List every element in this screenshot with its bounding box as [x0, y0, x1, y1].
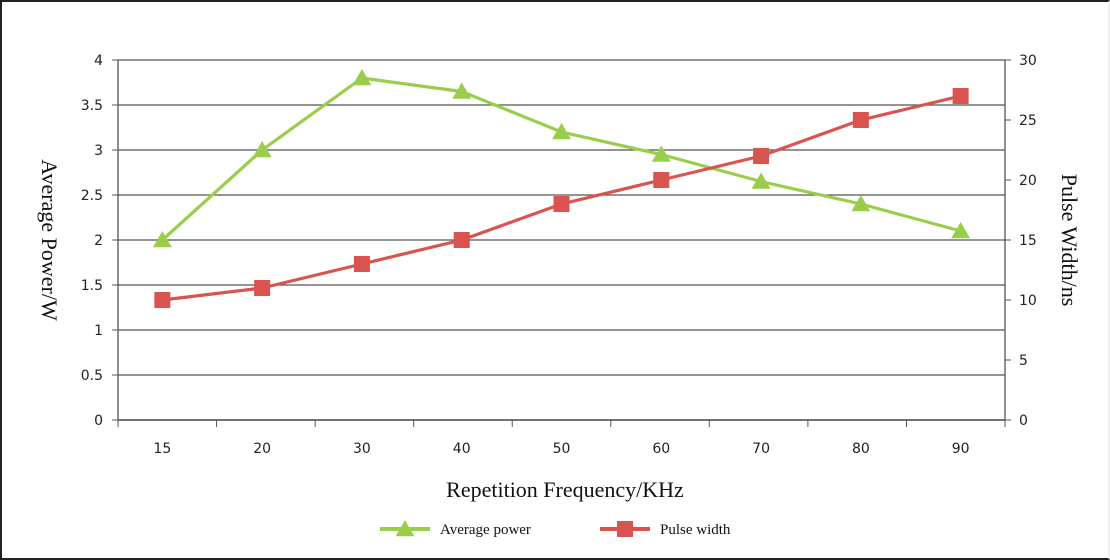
x-tick-label: 40 — [453, 441, 471, 457]
x-axis-title: Repetition Frequency/KHz — [446, 477, 684, 502]
left-y-tick-label: 2 — [94, 233, 103, 249]
left-y-tick-label: 1 — [94, 323, 103, 339]
average-power-point — [851, 195, 871, 212]
pulse-width-point — [453, 232, 470, 248]
x-tick-label: 30 — [353, 441, 371, 457]
average-power-point — [552, 123, 571, 140]
average-power-point — [452, 82, 472, 99]
legend-label: Average power — [440, 522, 531, 538]
average-power-point — [352, 69, 372, 86]
axis-labels: Repetition Frequency/KHz Average Power/W… — [37, 159, 1082, 502]
right-y-tick-label: 30 — [1019, 53, 1037, 69]
left-y-tick-label: 2.5 — [81, 188, 103, 204]
x-tick-label: 20 — [253, 441, 271, 457]
left-y-tick-label: 4 — [94, 53, 103, 69]
pulse-width-point — [653, 172, 670, 188]
x-tick-label: 15 — [153, 441, 171, 457]
x-tick-label: 90 — [952, 441, 970, 457]
x-tick-label: 60 — [652, 441, 670, 457]
pulse-width-point — [254, 280, 271, 296]
pulse-width-point — [753, 148, 770, 164]
pulse-width-point — [154, 292, 171, 308]
legend: Average power Pulse width — [380, 520, 731, 538]
legend-square-marker — [617, 521, 633, 537]
series-layer — [152, 69, 971, 308]
grid-lines — [118, 59, 1005, 376]
right-y-axis-title: Pulse Width/ns — [1057, 174, 1082, 307]
legend-label: Pulse width — [660, 522, 731, 538]
left-y-tick-label: 3 — [94, 143, 103, 159]
average-power-point — [152, 231, 172, 248]
left-y-axis-title: Average Power/W — [37, 159, 62, 321]
pulse-width-point — [353, 256, 370, 272]
pulse-width-point — [952, 88, 969, 104]
left-y-tick-label: 1.5 — [81, 278, 103, 294]
pulse-width-point — [852, 112, 869, 128]
right-y-tick-label: 0 — [1019, 413, 1028, 429]
x-tick-label: 80 — [852, 441, 870, 457]
left-y-tick-label: 0 — [94, 413, 103, 429]
right-y-tick-label: 5 — [1019, 353, 1028, 369]
series-line-average-power — [161, 76, 962, 242]
pulse-width-point — [553, 196, 570, 212]
right-y-tick-label: 10 — [1019, 293, 1037, 309]
average-power-point — [252, 141, 272, 158]
x-tick-label: 50 — [553, 441, 571, 457]
legend-triangle-marker — [395, 520, 415, 537]
right-y-tick-label: 15 — [1019, 233, 1037, 249]
average-power-point — [751, 172, 771, 189]
left-y-tick-label: 3.5 — [81, 98, 103, 114]
right-y-tick-label: 20 — [1019, 173, 1037, 189]
right-y-tick-label: 25 — [1019, 113, 1037, 129]
average-power-point — [651, 145, 671, 162]
left-y-tick-label: 0.5 — [81, 368, 103, 384]
x-tick-label: 70 — [752, 441, 770, 457]
average-power-point — [951, 222, 971, 239]
